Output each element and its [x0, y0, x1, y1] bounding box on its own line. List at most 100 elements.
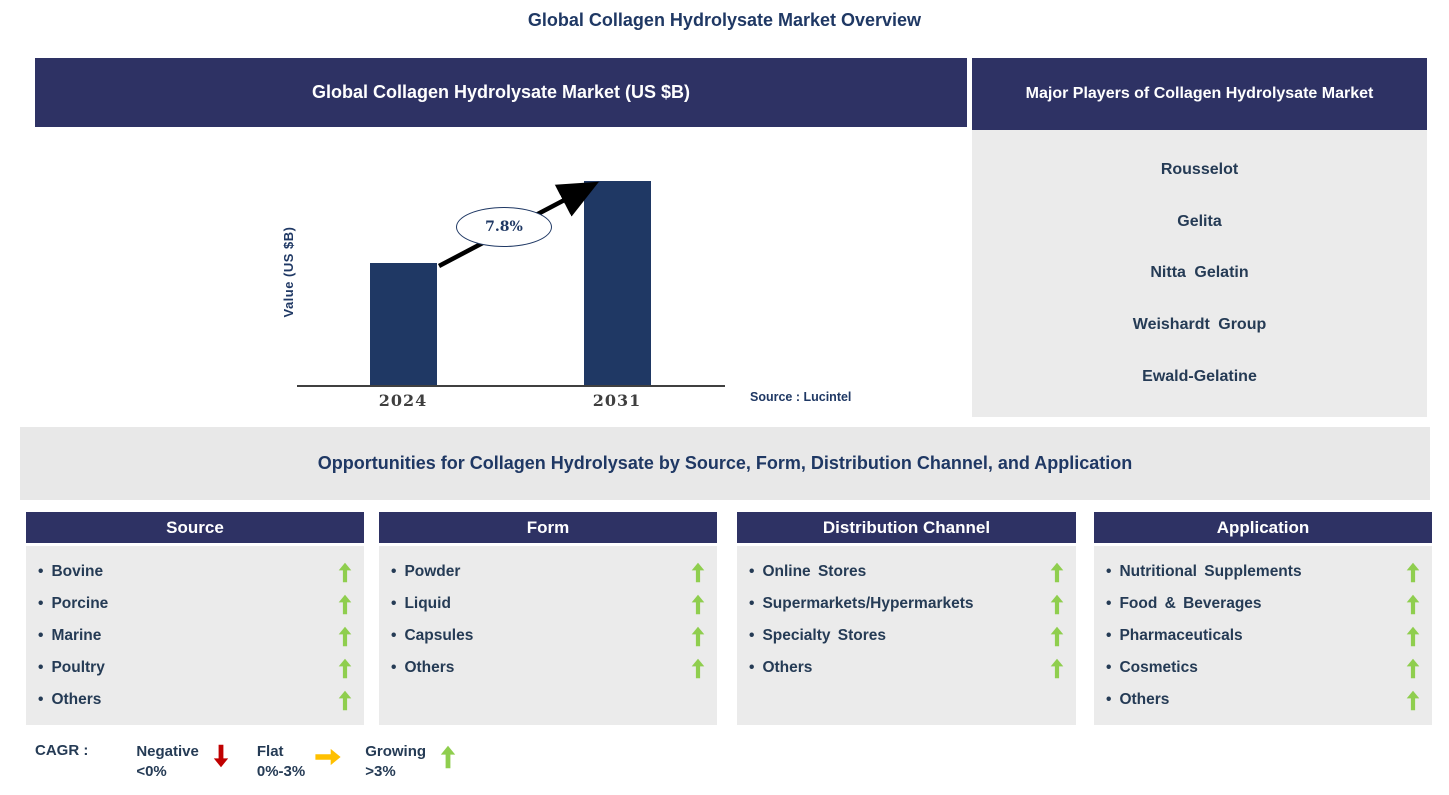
- legend-entry-growing: Growing >3%: [365, 742, 456, 783]
- player-name: Gelita: [1177, 212, 1222, 230]
- cagr-legend: CAGR : Negative <0% Flat 0%-3% Growing >…: [35, 742, 484, 783]
- up-arrow-icon: [691, 626, 705, 647]
- opportunities-title: Opportunities for Collagen Hydrolysate b…: [317, 453, 1133, 473]
- list-item: Others: [38, 684, 352, 716]
- item-label: Poultry: [38, 659, 104, 677]
- section-form-header: Form: [379, 512, 717, 543]
- source-note: Source : Lucintel: [750, 390, 852, 404]
- page-title: Global Collagen Hydrolysate Market Overv…: [527, 10, 922, 30]
- section-application-header: Application: [1094, 512, 1432, 543]
- legend-entry-text: Growing >3%: [365, 742, 426, 783]
- item-label: Others: [391, 659, 454, 677]
- list-item: Others: [749, 652, 1064, 684]
- up-arrow-icon: [691, 562, 705, 583]
- player-name: Weishardt Group: [1132, 316, 1267, 334]
- item-label: Nutritional Supplements: [1106, 563, 1301, 581]
- section-title: Application: [1216, 517, 1310, 537]
- section-form: Form Powder Liquid Capsules Others: [379, 512, 717, 725]
- item-label: Bovine: [38, 563, 103, 581]
- section-form-list: Powder Liquid Capsules Others: [379, 546, 717, 725]
- item-label: Food & Beverages: [1106, 595, 1261, 613]
- up-arrow-icon: [1406, 690, 1420, 711]
- opportunities-band: Opportunities for Collagen Hydrolysate b…: [20, 427, 1430, 500]
- legend-entry-range: >3%: [365, 763, 396, 781]
- chart-panel-title: Global Collagen Hydrolysate Market (US $…: [311, 82, 691, 102]
- up-arrow-icon: [691, 594, 705, 615]
- legend-entry-flat: Flat 0%-3%: [257, 742, 341, 783]
- section-title: Distribution Channel: [822, 517, 991, 537]
- section-source: Source Bovine Porcine Marine Poultry Oth…: [26, 512, 364, 725]
- list-item: Cosmetics: [1106, 652, 1420, 684]
- legend-entry-name: Negative: [136, 743, 199, 760]
- cagr-value: 7.8%: [485, 219, 523, 235]
- item-label: Porcine: [38, 595, 108, 613]
- list-item: Others: [1106, 684, 1420, 716]
- up-arrow-icon: [338, 626, 352, 647]
- up-arrow-icon: [338, 594, 352, 615]
- player-name: Nitta Gelatin: [1150, 264, 1249, 282]
- list-item: Online Stores: [749, 556, 1064, 588]
- list-item: Pharmaceuticals: [1106, 620, 1420, 652]
- section-title: Source: [166, 517, 224, 537]
- list-item: Marine: [38, 620, 352, 652]
- section-source-list: Bovine Porcine Marine Poultry Others: [26, 546, 364, 725]
- item-label: Online Stores: [749, 563, 866, 581]
- legend-entry-text: Negative <0%: [136, 742, 199, 783]
- up-arrow-icon: [1406, 562, 1420, 583]
- x-axis-line: [297, 385, 725, 387]
- list-item: Supermarkets/Hypermarkets: [749, 588, 1064, 620]
- section-source-header: Source: [26, 512, 364, 543]
- item-label: Cosmetics: [1106, 659, 1197, 677]
- list-item: Liquid: [391, 588, 705, 620]
- section-application: Application Nutritional Supplements Food…: [1094, 512, 1432, 725]
- major-players-title: Major Players of Collagen Hydrolysate Ma…: [1025, 85, 1374, 102]
- major-players-header: Major Players of Collagen Hydrolysate Ma…: [972, 58, 1427, 130]
- item-label: Powder: [391, 563, 460, 581]
- list-item: Bovine: [38, 556, 352, 588]
- section-application-list: Nutritional Supplements Food & Beverages…: [1094, 546, 1432, 725]
- legend-label: CAGR :: [35, 742, 89, 759]
- item-label: Marine: [38, 627, 101, 645]
- item-label: Others: [38, 691, 101, 709]
- up-arrow-icon: [338, 658, 352, 679]
- item-label: Others: [749, 659, 812, 677]
- up-arrow-icon: [1406, 626, 1420, 647]
- player-name: Rousselot: [1160, 160, 1239, 178]
- list-item: Powder: [391, 556, 705, 588]
- up-arrow-icon: [1050, 658, 1064, 679]
- list-item: Food & Beverages: [1106, 588, 1420, 620]
- item-label: Pharmaceuticals: [1106, 627, 1242, 645]
- list-item: Capsules: [391, 620, 705, 652]
- up-arrow-icon: [440, 744, 456, 770]
- item-label: Liquid: [391, 595, 451, 613]
- up-arrow-icon: [1050, 594, 1064, 615]
- up-arrow-icon: [338, 562, 352, 583]
- major-players-panel: Major Players of Collagen Hydrolysate Ma…: [972, 58, 1427, 417]
- x-tick-2031: 2031: [592, 391, 642, 410]
- list-item: Specialty Stores: [749, 620, 1064, 652]
- item-label: Supermarkets/Hypermarkets: [749, 595, 973, 613]
- legend-entry-text: Flat 0%-3%: [257, 742, 305, 783]
- growth-arrow: [437, 181, 599, 268]
- item-label: Specialty Stores: [749, 627, 886, 645]
- up-arrow-icon: [1406, 658, 1420, 679]
- legend-entry-name: Growing: [365, 743, 427, 760]
- list-item: Nutritional Supplements: [1106, 556, 1420, 588]
- legend-entry-range: 0%-3%: [256, 763, 306, 781]
- up-arrow-icon: [1406, 594, 1420, 615]
- bar-2024: [370, 263, 437, 385]
- bar-chart: Value (US $B) 7.8% 2024 2031: [35, 128, 967, 420]
- down-arrow-icon: [213, 744, 229, 768]
- list-item: Others: [391, 652, 705, 684]
- section-distribution-channel: Distribution Channel Online Stores Super…: [737, 512, 1076, 725]
- list-item: Poultry: [38, 652, 352, 684]
- item-label: Capsules: [391, 627, 473, 645]
- up-arrow-icon: [1050, 626, 1064, 647]
- section-distribution-channel-list: Online Stores Supermarkets/Hypermarkets …: [737, 546, 1076, 725]
- legend-entry-negative: Negative <0%: [136, 742, 229, 783]
- section-title: Form: [526, 517, 570, 537]
- legend-entry-range: <0%: [136, 763, 167, 781]
- item-label: Others: [1106, 691, 1169, 709]
- right-arrow-icon: [315, 748, 341, 766]
